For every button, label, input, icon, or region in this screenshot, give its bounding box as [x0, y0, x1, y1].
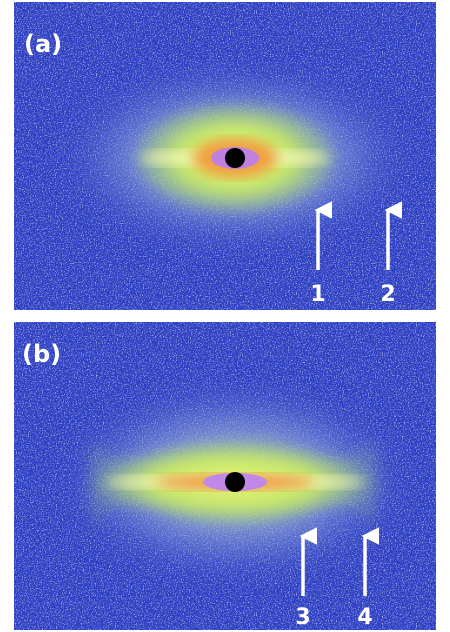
- panel-label: (b): [22, 340, 61, 368]
- arrow-label: 4: [357, 605, 372, 630]
- panel-label: (a): [24, 30, 62, 58]
- panel-b: (b) 3 4: [14, 322, 436, 630]
- arrow-label: 2: [380, 282, 395, 307]
- figure: (a) 1 2 (b) 3 4: [0, 0, 450, 632]
- arrow-label: 1: [310, 282, 325, 307]
- arrow-label: 3: [295, 605, 310, 630]
- panel-a: (a) 1 2: [14, 2, 436, 310]
